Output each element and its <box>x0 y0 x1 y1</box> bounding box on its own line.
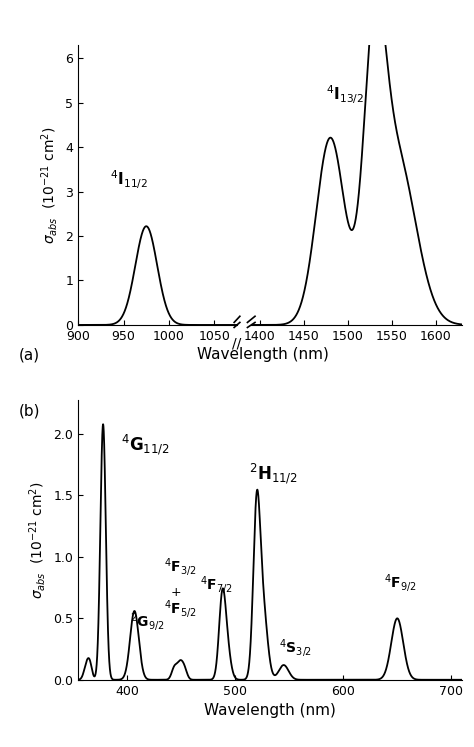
Text: //: // <box>232 336 242 350</box>
Text: $^4\mathbf{S}_{3/2}$: $^4\mathbf{S}_{3/2}$ <box>279 637 312 659</box>
Text: $^4\mathbf{F}_{9/2}$: $^4\mathbf{F}_{9/2}$ <box>384 572 417 594</box>
Text: $^4\mathbf{F}_{7/2}$: $^4\mathbf{F}_{7/2}$ <box>201 575 233 597</box>
Text: Wavelength (nm): Wavelength (nm) <box>197 347 329 362</box>
Text: $^4\mathbf{F}_{3/2}$: $^4\mathbf{F}_{3/2}$ <box>164 557 196 578</box>
Text: $^4\mathbf{I}_{11/2}$: $^4\mathbf{I}_{11/2}$ <box>110 168 148 190</box>
Text: $^4\mathbf{G}_{11/2}$: $^4\mathbf{G}_{11/2}$ <box>121 432 170 456</box>
X-axis label: Wavelength (nm): Wavelength (nm) <box>204 703 336 718</box>
Text: $^2\mathbf{G}_{9/2}$: $^2\mathbf{G}_{9/2}$ <box>130 612 164 633</box>
Y-axis label: $\sigma_{abs}$  ($10^{-21}$ cm$^2$): $\sigma_{abs}$ ($10^{-21}$ cm$^2$) <box>39 126 60 244</box>
Y-axis label: $\sigma_{abs}$  ($10^{-21}$ cm$^2$): $\sigma_{abs}$ ($10^{-21}$ cm$^2$) <box>27 481 48 598</box>
Text: $^4\mathbf{F}_{5/2}$: $^4\mathbf{F}_{5/2}$ <box>164 598 196 620</box>
Text: (a): (a) <box>19 347 40 362</box>
Text: $^2\mathbf{H}_{11/2}$: $^2\mathbf{H}_{11/2}$ <box>249 462 298 486</box>
Text: $+$: $+$ <box>170 586 182 599</box>
Text: $^4\mathbf{I}_{13/2}$: $^4\mathbf{I}_{13/2}$ <box>326 84 364 106</box>
Text: (b): (b) <box>19 403 40 418</box>
